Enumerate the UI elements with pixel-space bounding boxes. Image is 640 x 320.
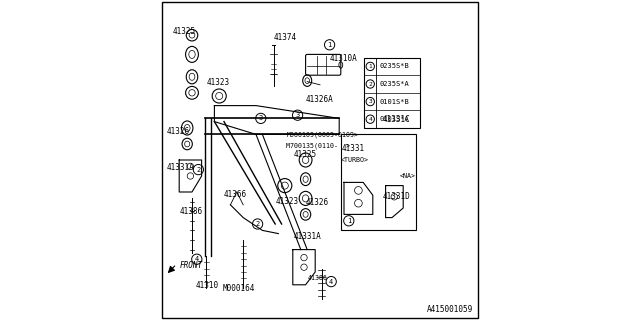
Text: 0235S*A: 0235S*A [380, 81, 409, 87]
Text: 0101S*B: 0101S*B [380, 99, 409, 105]
Text: 41331A: 41331A [167, 163, 195, 172]
Text: 41366: 41366 [224, 190, 247, 199]
Text: M000164: M000164 [223, 284, 255, 292]
Text: M000109(0009-0109>: M000109(0009-0109> [287, 132, 358, 139]
Text: 3: 3 [369, 99, 372, 104]
Text: <NA>: <NA> [399, 172, 415, 179]
Text: 41386: 41386 [179, 207, 202, 216]
Text: 0235S*B: 0235S*B [380, 63, 409, 69]
Text: 41325: 41325 [173, 27, 196, 36]
Text: 41374: 41374 [274, 33, 297, 42]
Text: A415001059: A415001059 [428, 305, 474, 314]
Text: 4: 4 [329, 279, 333, 284]
Text: 1: 1 [347, 218, 351, 224]
Text: 41331C: 41331C [383, 115, 410, 124]
Text: 3: 3 [296, 112, 300, 118]
Text: 41331D: 41331D [383, 192, 410, 201]
Text: 1: 1 [369, 64, 372, 69]
Text: 41323: 41323 [276, 197, 299, 206]
Text: 41326: 41326 [167, 127, 190, 136]
Text: 4: 4 [195, 256, 199, 262]
Text: 41323: 41323 [206, 78, 230, 87]
Text: 4: 4 [369, 117, 372, 122]
Text: 41331A: 41331A [294, 232, 321, 241]
Text: 41310A: 41310A [330, 54, 357, 63]
Text: 3: 3 [259, 116, 263, 121]
Text: 1: 1 [328, 42, 332, 48]
Text: 41326: 41326 [306, 198, 329, 207]
Text: 0101S*A: 0101S*A [380, 116, 409, 122]
Text: 41331: 41331 [342, 144, 365, 153]
Text: 41310: 41310 [195, 281, 218, 290]
Text: M700135(0110-  >: M700135(0110- > [287, 143, 351, 149]
Text: 41386: 41386 [308, 275, 328, 281]
Text: 41325: 41325 [294, 150, 317, 159]
Text: 2: 2 [196, 167, 200, 172]
Text: FRONT: FRONT [179, 261, 202, 270]
Bar [340, 134, 416, 230]
Text: 2: 2 [255, 221, 260, 227]
Text: 2: 2 [369, 82, 372, 86]
Bar [364, 58, 420, 128]
Text: 41326A: 41326A [306, 95, 333, 104]
Text: <TURBO>: <TURBO> [340, 156, 369, 163]
